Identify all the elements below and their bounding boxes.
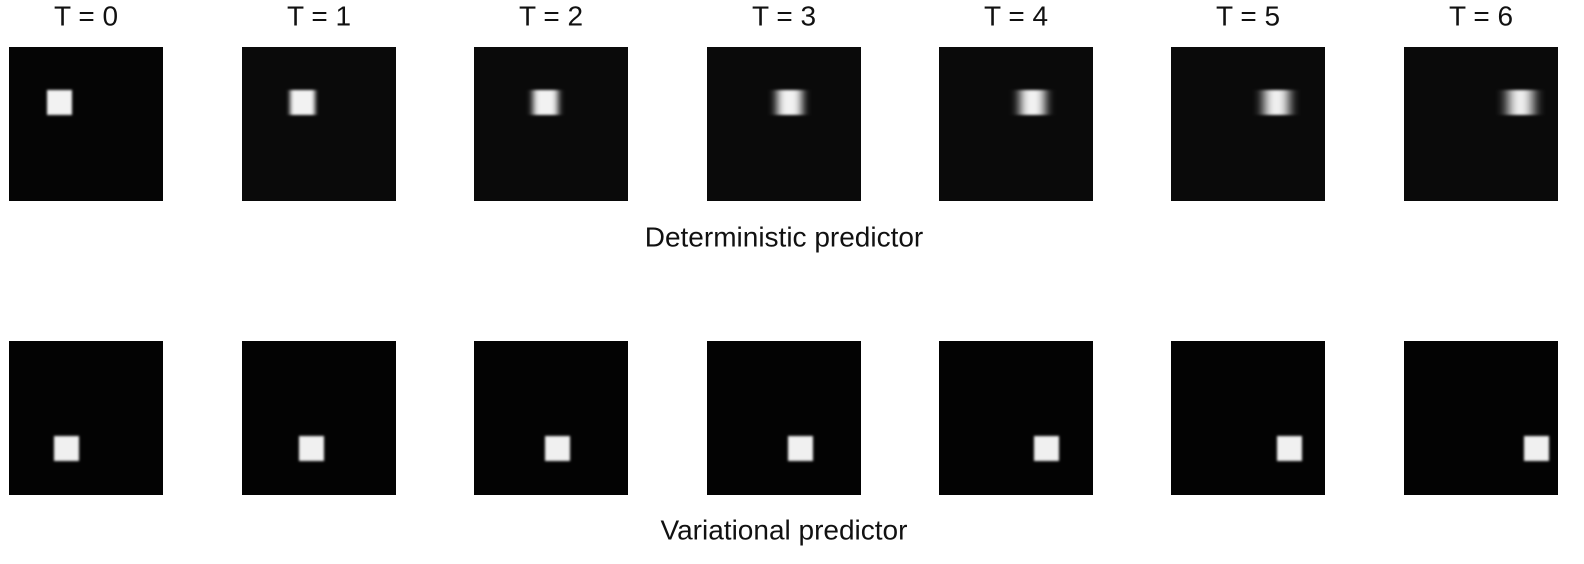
object-square [1020,90,1045,115]
image-panel [1404,47,1558,201]
image-panel [939,341,1093,495]
object-square [1264,90,1289,115]
object-square [1277,436,1302,461]
object-square [1508,90,1533,115]
row-caption: Variational predictor [661,514,908,545]
image-panel [1171,47,1325,201]
image-panel [707,47,861,201]
image-panel [1171,341,1325,495]
image-panel [9,341,163,495]
object-square [777,90,802,115]
image-panel [474,47,628,201]
object-square [1034,436,1059,461]
object-square [1524,436,1549,461]
image-panel [474,341,628,495]
column-label: T = 5 [1216,0,1280,31]
object-square [788,436,813,461]
image-panel [242,341,396,495]
object-square [533,90,558,115]
object-square [545,436,570,461]
image-panel [242,47,396,201]
image-panel [9,47,163,201]
column-label: T = 0 [54,0,118,31]
object-square [290,90,315,115]
image-panel [939,47,1093,201]
column-label: T = 3 [752,0,816,31]
object-square [47,90,72,115]
object-square [299,436,324,461]
column-label: T = 2 [519,0,583,31]
column-label: T = 4 [984,0,1048,31]
row-caption: Deterministic predictor [645,221,924,252]
column-label: T = 1 [287,0,351,31]
object-square [54,436,79,461]
image-panel [707,341,861,495]
column-label: T = 6 [1449,0,1513,31]
image-panel [1404,341,1558,495]
